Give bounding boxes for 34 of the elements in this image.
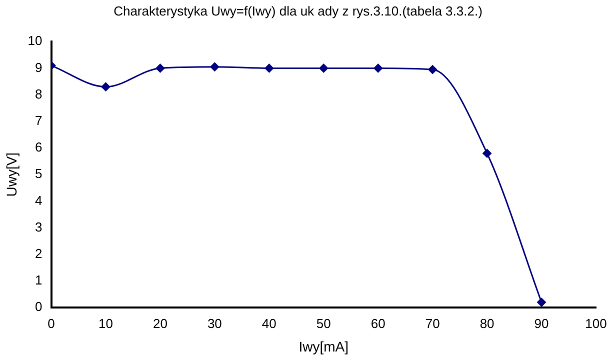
chart-title: Charakterystyka Uwy=f(Iwy) dla uk ady z rys.3.10.(tabela 3.3.2.) xyxy=(114,3,482,18)
x-tick-label: 80 xyxy=(480,316,494,331)
y-tick-label: 3 xyxy=(35,219,42,234)
point xyxy=(428,65,438,74)
point xyxy=(156,64,165,73)
x-tick-label: 100 xyxy=(585,316,607,331)
y-tick-label: 0 xyxy=(35,299,42,314)
y-tick-label: 4 xyxy=(35,192,42,208)
x-tick-label: 50 xyxy=(316,316,331,331)
y-tick-label: 8 xyxy=(35,86,42,102)
point xyxy=(537,298,546,307)
point xyxy=(319,64,328,73)
x-tick-label: 30 xyxy=(207,316,222,331)
y-tick-label: 1 xyxy=(35,272,42,288)
point xyxy=(482,148,492,158)
x-tick-label: 70 xyxy=(425,316,440,331)
x-axis-title: Iwy[mA] xyxy=(298,338,349,354)
x-tick-label: 20 xyxy=(152,316,168,331)
y-tick-label: 5 xyxy=(35,166,42,182)
point xyxy=(101,82,110,92)
x-tick-label: 90 xyxy=(534,316,549,331)
y-tick-label: 7 xyxy=(35,112,42,128)
y-tick-label: 10 xyxy=(28,33,42,48)
y-tick-label: 2 xyxy=(35,246,42,261)
point xyxy=(210,62,220,72)
x-tick-label: 60 xyxy=(370,316,386,331)
x-tick-label: 0 xyxy=(48,316,55,331)
y-tick-label: 6 xyxy=(35,140,42,155)
x-tick-label: 40 xyxy=(262,316,276,331)
y-axis-title: Uwy[V] xyxy=(3,152,20,197)
y-tick-label: 9 xyxy=(35,60,42,75)
point xyxy=(264,64,274,73)
point xyxy=(374,64,383,73)
x-tick-label: 10 xyxy=(98,316,113,331)
